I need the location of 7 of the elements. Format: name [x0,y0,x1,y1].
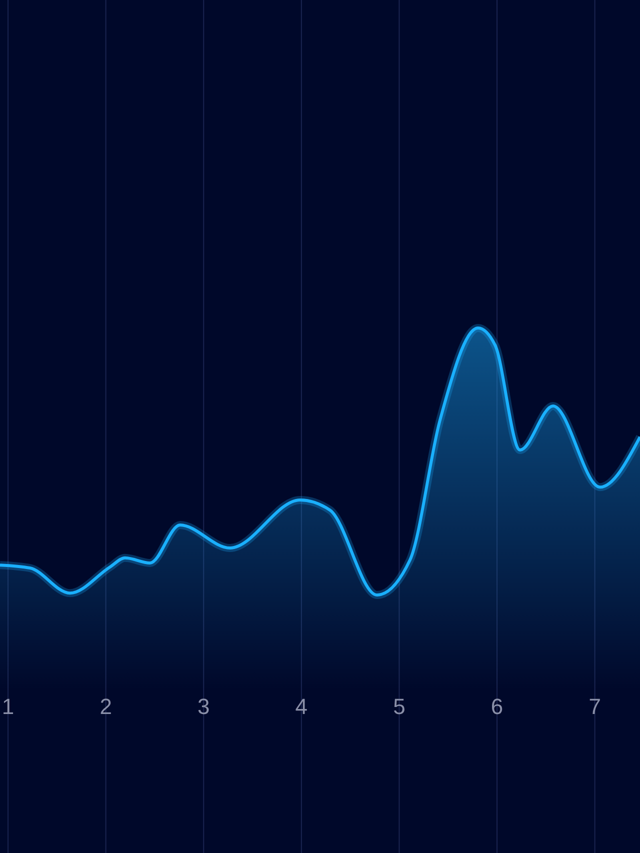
x-tick-label: 2 [100,694,112,719]
x-tick-label: 6 [490,694,504,719]
x-tick-label: 5 [393,694,406,719]
x-tick-label: 4 [295,694,308,719]
x-tick-label: 3 [197,694,210,719]
x-tick-label: 1 [2,694,14,719]
x-tick-label: 7 [588,694,601,719]
